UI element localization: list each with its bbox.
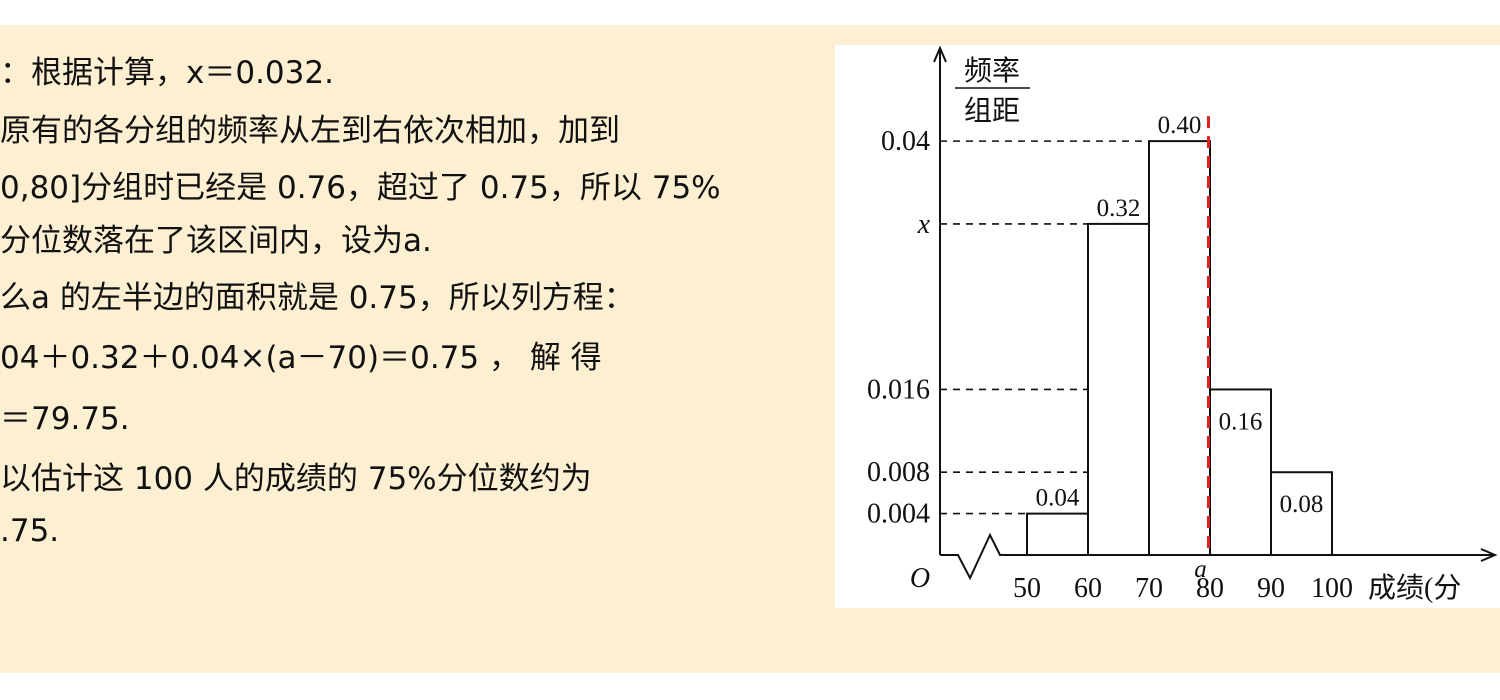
origin-label: O <box>910 563 930 594</box>
frequency-label: 0.40 <box>1158 112 1202 139</box>
text-line: 么a 的左半边的面积就是 0.75，所以列方程： <box>0 280 635 316</box>
frequency-label: 0.08 <box>1280 491 1324 518</box>
x-tick-label: 80 <box>1196 573 1224 604</box>
y-tick-label: 0.008 <box>867 457 930 488</box>
text-line: 0,80]分组时已经是 0.76，超过了 0.75，所以 75% <box>0 170 721 206</box>
text-line: 以估计这 100 人的成绩的 75%分位数约为 <box>0 461 592 497</box>
y-tick-label: x <box>917 209 931 240</box>
bar <box>1148 140 1211 557</box>
text-line: .75. <box>0 513 59 549</box>
x-tick-label: 70 <box>1135 573 1163 604</box>
y-tick-label: 0.004 <box>867 499 930 530</box>
text-line: ：根据计算，x＝0.032. <box>0 55 334 91</box>
bar <box>1270 471 1333 556</box>
y-label-denominator: 组距 <box>964 95 1020 127</box>
text-line: 04＋0.32＋0.04×(a－70)＝0.75 ， 解 得 <box>0 340 602 376</box>
y-tick-label: 0.04 <box>881 126 930 157</box>
frequency-label: 0.04 <box>1036 485 1080 512</box>
bar <box>1087 222 1150 557</box>
frequency-label: 0.16 <box>1219 408 1263 435</box>
text-line: 分位数落在了该区间内，设为a. <box>0 223 432 259</box>
axis-break <box>940 532 1495 581</box>
x-tick-label: 60 <box>1074 573 1102 604</box>
x-tick-label: 100 <box>1311 573 1353 604</box>
frequency-label: 0.32 <box>1097 195 1141 222</box>
text-line: 原有的各分组的频率从左到右依次相加，加到 <box>0 113 620 149</box>
x-arrow <box>1480 548 1498 562</box>
x-tick-label: 90 <box>1257 573 1285 604</box>
text-line: ＝79.75. <box>0 401 130 437</box>
bar <box>1026 512 1089 556</box>
y-label-numerator: 频率 <box>964 55 1020 87</box>
y-arrow <box>933 45 947 63</box>
marker-label: a <box>1194 556 1207 583</box>
x-axis-label: 成绩(分 <box>1368 572 1461 604</box>
y-tick-label: 0.016 <box>867 374 930 405</box>
x-tick-label: 50 <box>1013 573 1041 604</box>
